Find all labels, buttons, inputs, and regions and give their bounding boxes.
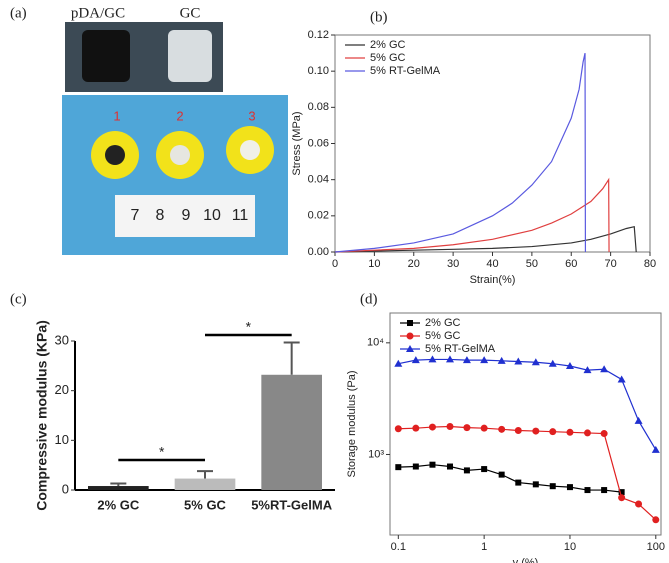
y-tick-label: 20: [55, 382, 69, 397]
legend-label: 5% RT-GelMA: [425, 343, 496, 355]
pda-sample: [82, 30, 130, 82]
marker: [406, 345, 414, 352]
significance-mark: *: [159, 444, 165, 460]
well: [240, 140, 260, 160]
y-tick-label: 0.02: [308, 210, 329, 222]
x-tick-label: 0: [332, 258, 338, 270]
well-number: 1: [113, 108, 120, 123]
well: [105, 145, 125, 165]
x-tick-label: 40: [486, 258, 498, 270]
panel-label: (c): [10, 291, 27, 307]
ruler-number: 9: [182, 207, 191, 224]
gc-sample: [168, 30, 212, 82]
marker: [407, 320, 413, 326]
y-tick-label: 0.00: [308, 246, 329, 258]
ruler: [115, 195, 255, 237]
well: [170, 145, 190, 165]
y-axis-label: Storage modulus (Pa): [346, 371, 358, 478]
ruler-number: 7: [131, 207, 140, 224]
panel-label: (d): [360, 291, 378, 307]
series-line: [334, 225, 637, 253]
series-line: [334, 177, 610, 253]
y-tick-label: 0.10: [308, 65, 329, 77]
x-tick-label: 60: [565, 258, 577, 270]
y-axis-label: Compressive modulus (KPa): [34, 320, 50, 511]
y-tick-label: 0: [62, 481, 69, 496]
x-tick-label: 10: [564, 541, 576, 553]
bar: [174, 478, 236, 490]
y-tick-label: 0.04: [308, 174, 329, 186]
x-tick-label: 2% GC: [97, 497, 140, 512]
marker: [406, 332, 414, 340]
legend-label: 5% RT-GelMA: [370, 65, 441, 77]
well-number: 3: [248, 108, 255, 123]
panel-label: (a): [10, 5, 27, 21]
sample-label: GC: [180, 5, 201, 21]
series-line: [398, 358, 657, 451]
x-axis-label: Strain(%): [470, 274, 516, 286]
x-tick-label: 5%RT-GelMA: [251, 497, 333, 512]
panel-label: (b): [370, 9, 388, 25]
x-tick-label: 80: [644, 258, 656, 270]
x-tick-label: 70: [605, 258, 617, 270]
y-tick-label: 10³: [368, 448, 384, 460]
series-line: [398, 464, 622, 493]
significance-mark: *: [246, 319, 252, 335]
sample-label: pDA/GC: [71, 5, 125, 21]
series-line: [398, 425, 657, 521]
y-tick-label: 10⁴: [367, 337, 384, 349]
legend-label: 2% GC: [370, 39, 406, 51]
bar: [88, 486, 149, 490]
x-tick-label: 20: [408, 258, 420, 270]
x-tick-label: 100: [647, 541, 665, 553]
x-tick-label: 1: [481, 541, 487, 553]
x-tick-label: 50: [526, 258, 538, 270]
ruler-number: 8: [156, 207, 165, 224]
well-number: 2: [176, 108, 183, 123]
bar: [261, 374, 322, 490]
x-tick-label: 30: [447, 258, 459, 270]
series-line: [334, 52, 587, 253]
x-tick-label: 10: [368, 258, 380, 270]
y-tick-label: 10: [55, 432, 69, 447]
y-axis-label: Stress (MPa): [291, 111, 303, 175]
y-tick-label: 30: [55, 332, 69, 347]
legend-label: 5% GC: [370, 52, 406, 64]
legend-label: 2% GC: [425, 317, 461, 329]
y-tick-label: 0.12: [308, 29, 329, 41]
ruler-number: 11: [232, 207, 249, 224]
legend-label: 5% GC: [425, 330, 461, 342]
plot-frame: [389, 312, 662, 536]
y-tick-label: 0.06: [308, 137, 329, 149]
x-tick-label: 0.1: [391, 541, 406, 553]
x-axis-label: γ (%): [513, 557, 539, 563]
x-tick-label: 5% GC: [184, 497, 227, 512]
ruler-number: 10: [203, 207, 221, 224]
y-tick-label: 0.08: [308, 101, 329, 113]
